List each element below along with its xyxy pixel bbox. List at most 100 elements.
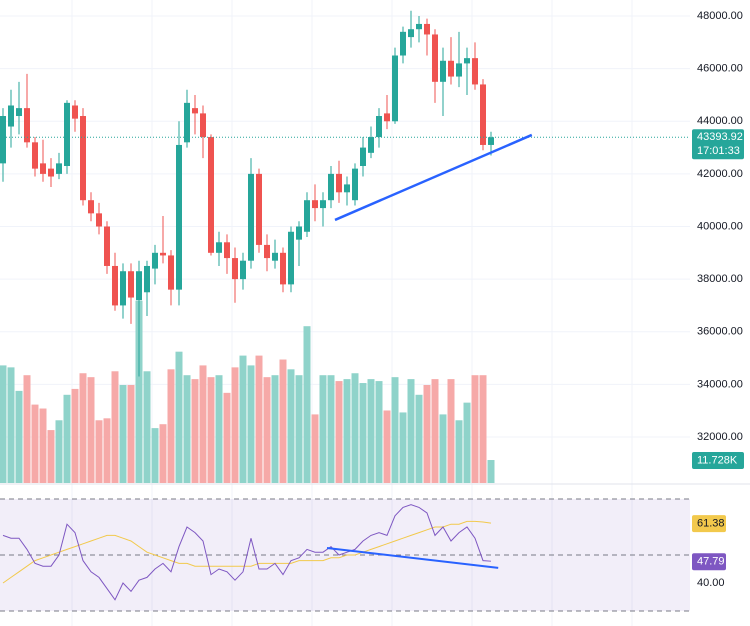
candle-body [40, 163, 46, 174]
candle-body [240, 260, 246, 280]
candle-body [80, 116, 86, 201]
volume-bar [15, 390, 23, 483]
volume-bar [327, 375, 335, 483]
volume-bar [39, 408, 47, 483]
candle-body [456, 63, 462, 77]
volume-bar [375, 381, 383, 483]
volume-bar [239, 355, 247, 483]
volume-bar [135, 300, 143, 483]
volume-bar [319, 375, 327, 483]
candle-body [32, 142, 38, 169]
y-tick-label: 44000.00 [697, 115, 743, 127]
volume-bar [223, 392, 231, 483]
volume-bar [463, 402, 471, 483]
trendline [334, 133, 533, 222]
rsi-line [2, 504, 492, 601]
volume-bar [143, 371, 151, 483]
volume-bar [87, 377, 95, 483]
candle-body [232, 258, 238, 280]
volume-bar [191, 379, 199, 483]
candle-body [440, 60, 446, 82]
last-price-label: 43393.92 [697, 131, 743, 143]
volume-bar [79, 373, 87, 483]
volume-bar [111, 371, 119, 483]
candle-body [424, 23, 430, 35]
volume-bar [399, 412, 407, 483]
volume-bar [183, 375, 191, 483]
volume-bar [159, 424, 167, 483]
candle-body [192, 108, 198, 114]
candle-body [144, 265, 150, 293]
volume-bar [0, 365, 7, 483]
candle-body [112, 265, 118, 306]
y-tick-label: 42000.00 [697, 168, 743, 180]
candle-body [56, 163, 62, 174]
volume-bar [367, 379, 375, 483]
candle-body [448, 60, 454, 77]
candle-body [0, 116, 6, 164]
candle-body [376, 116, 382, 138]
candle-body [488, 137, 494, 145]
volume-bar [263, 377, 271, 483]
candle-body [264, 244, 270, 259]
candle-body [200, 113, 206, 138]
candle-body [416, 23, 422, 30]
candle-body [400, 31, 406, 56]
candle-body [296, 226, 302, 240]
candle-body [320, 200, 326, 209]
volume-bar [231, 367, 239, 483]
candle-body [120, 271, 126, 306]
last-price-badge [692, 129, 744, 160]
volume-bar [175, 351, 183, 483]
volume-bar [391, 377, 399, 483]
candle-body [48, 168, 54, 177]
candle-body [160, 252, 166, 256]
candle-body [184, 102, 190, 143]
candle-body [288, 231, 294, 285]
volume-bar [295, 375, 303, 483]
volume-bar [271, 375, 279, 483]
y-tick-label: 48000.00 [697, 10, 743, 22]
rsi-badge [692, 553, 726, 571]
y-tick-label: 40000.00 [697, 220, 743, 232]
volume-bar [31, 404, 39, 483]
volume-bar [383, 410, 391, 483]
candle-body [16, 108, 22, 117]
volume-bar [7, 367, 15, 483]
candle-body [24, 108, 30, 143]
volume-bar [471, 375, 479, 483]
candle-body [88, 200, 94, 214]
volume-bar [151, 428, 159, 483]
candle-body [152, 252, 158, 269]
volume-bar [479, 375, 487, 483]
rsi-tick-label: 40.00 [697, 577, 725, 589]
candle-body [368, 137, 374, 153]
volume-bar [279, 359, 287, 483]
volume-bar [23, 375, 31, 483]
rsi-label: 47.79 [697, 556, 725, 568]
candle-body [248, 173, 254, 261]
volume-bar [255, 355, 263, 483]
candle-body [312, 200, 318, 209]
candle-body [432, 34, 438, 82]
candle-body [136, 271, 142, 301]
volume-bar [359, 383, 367, 483]
volume-bar [55, 420, 63, 483]
volume-bar [199, 365, 207, 483]
candle-body [464, 58, 470, 64]
y-tick-label: 38000.00 [697, 273, 743, 285]
volume-bar [215, 375, 223, 483]
volume-bar [207, 377, 215, 483]
y-tick-label: 36000.00 [697, 326, 743, 338]
volume-bar [95, 420, 103, 483]
volume-bar [287, 369, 295, 483]
countdown-label: 17:01:33 [697, 145, 740, 157]
volume-bar [47, 430, 55, 483]
volume-bar [103, 418, 111, 483]
rsi-ma-line [2, 520, 492, 584]
candle-body [328, 173, 334, 201]
volume-bar [335, 381, 343, 483]
candle-body [384, 113, 390, 122]
